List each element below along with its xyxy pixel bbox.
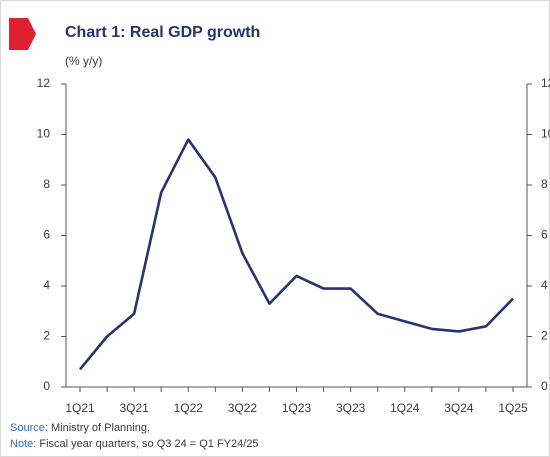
x-tick-label: 1Q21 xyxy=(65,401,95,415)
source: Source: Ministry of Planning, xyxy=(10,422,150,434)
source-text: Ministry of Planning, xyxy=(51,422,150,434)
x-tick-label: 1Q25 xyxy=(498,401,528,415)
y2-tick-label: 0 xyxy=(541,379,548,393)
x-tick-label: 1Q24 xyxy=(390,401,420,415)
x-tick-label: 3Q21 xyxy=(119,401,149,415)
y2-tick-label: 10 xyxy=(541,127,550,141)
y-axis-label: (% y/y) xyxy=(65,54,102,68)
y-tick-label: 0 xyxy=(43,379,50,393)
y2-tick-label: 4 xyxy=(541,278,548,292)
y-tick-label: 10 xyxy=(37,127,51,141)
x-tick-label: 3Q22 xyxy=(228,401,258,415)
source-label: Source: xyxy=(10,422,48,434)
x-tick-label: 1Q23 xyxy=(282,401,312,415)
line-series xyxy=(78,138,514,371)
y-tick-label: 2 xyxy=(43,329,50,343)
y-tick-label: 6 xyxy=(43,228,50,242)
note: Note: Fiscal year quarters, so Q3 24 = Q… xyxy=(10,438,259,450)
note-text: Fiscal year quarters, so Q3 24 = Q1 FY24… xyxy=(39,438,258,450)
y2-tick-label: 12 xyxy=(541,76,550,90)
y-tick-label: 12 xyxy=(37,76,51,90)
y2-tick-label: 6 xyxy=(541,228,548,242)
x-tick-label: 3Q23 xyxy=(336,401,366,415)
y-tick-label: 4 xyxy=(43,278,50,292)
x-tick-label: 3Q24 xyxy=(444,401,474,415)
brand-marker xyxy=(9,18,36,50)
y2-tick-label: 2 xyxy=(541,329,548,343)
y-tick-label: 8 xyxy=(43,177,50,191)
y2-tick-label: 8 xyxy=(541,177,548,191)
note-label: Note: xyxy=(10,438,36,450)
chart-title: Chart 1: Real GDP growth xyxy=(65,24,260,41)
x-tick-label: 1Q22 xyxy=(174,401,204,415)
